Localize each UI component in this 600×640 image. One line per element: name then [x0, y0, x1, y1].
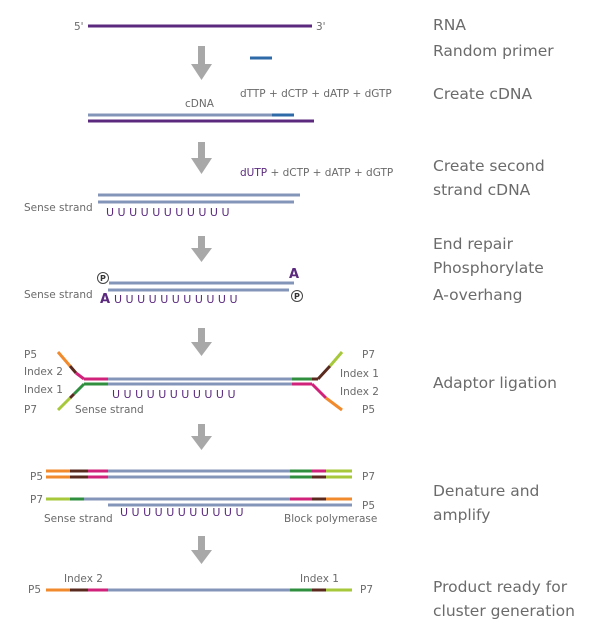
dntp-mix-label: dTTP + dCTP + dATP + dGTP — [240, 88, 392, 100]
p5-label: P5 — [362, 500, 375, 512]
step-second-strand-line1: Create second — [433, 157, 545, 175]
dntp-rest-label: + dCTP + dATP + dGTP — [267, 167, 393, 179]
cdna-label: cDNA — [185, 98, 215, 110]
phosphate-icon: P — [97, 272, 109, 284]
step-end-repair: End repair — [433, 235, 514, 253]
down-arrow-icon — [191, 328, 212, 356]
step-create-cdna: Create cDNA — [433, 85, 532, 103]
sense-strand-label: Sense strand — [44, 513, 113, 525]
sense-strand-label: Sense strand — [75, 404, 144, 416]
linker-segment — [316, 364, 332, 381]
down-arrow-icon — [191, 142, 212, 174]
a-overhang-bottom: A — [100, 292, 110, 307]
p5-label: P5 — [24, 349, 37, 361]
index1-segment — [72, 382, 86, 396]
down-arrow-icon — [191, 236, 212, 262]
sense-strand-label: Sense strand — [24, 202, 93, 214]
down-arrow-icon — [191, 424, 212, 450]
p5-arm-right — [325, 396, 343, 412]
p7-label: P7 — [30, 494, 43, 506]
uracil-marks: U U U U U U U U U U U — [120, 506, 244, 519]
down-arrow-icon — [191, 536, 212, 564]
index2-label: Index 2 — [340, 386, 379, 398]
three-prime-label: 3' — [316, 21, 326, 33]
step-random-primer: Random primer — [433, 42, 554, 60]
dutp-mix-label: dUTP + dCTP + dATP + dGTP — [240, 167, 393, 179]
step-denature-line2: amplify — [433, 506, 490, 524]
p7-label: P7 — [362, 471, 375, 483]
p7-label: P7 — [24, 404, 37, 416]
linker-segment — [68, 392, 76, 400]
step-second-strand-line2: strand cDNA — [433, 181, 531, 199]
step-a-overhang: A-overhang — [433, 286, 522, 304]
p5-arm-left — [56, 351, 72, 367]
step-arrows — [191, 46, 212, 564]
index1-label: Index 1 — [24, 384, 63, 396]
sense-strand-label: Sense strand — [24, 289, 93, 301]
p5-label: P5 — [30, 471, 43, 483]
index1-label: Index 1 — [300, 573, 339, 585]
index2-segment — [310, 382, 328, 400]
down-arrow-icon — [191, 46, 212, 80]
index2-label: Index 2 — [64, 573, 103, 585]
p7-label: P7 — [360, 584, 373, 596]
p7-arm-right — [328, 351, 344, 367]
svg-text:P: P — [294, 292, 300, 301]
index2-segment — [75, 371, 85, 381]
p7-label: P7 — [362, 349, 375, 361]
uracil-marks: U U U U U U U U U U U — [112, 388, 236, 401]
step-rna: RNA — [433, 16, 466, 34]
block-polymerase-label: Block polymerase — [284, 513, 377, 525]
step-phosphorylate: Phosphorylate — [433, 259, 544, 277]
uracil-marks: U U U U U U U U U U U — [114, 293, 238, 306]
five-prime-label: 5' — [74, 21, 84, 33]
p5-label: P5 — [28, 584, 41, 596]
step-product-line2: cluster generation — [433, 602, 575, 620]
p5-label: P5 — [362, 404, 375, 416]
index1-label: Index 1 — [340, 368, 379, 380]
a-overhang-top: A — [289, 267, 299, 282]
step-adaptor-ligation: Adaptor ligation — [433, 374, 557, 392]
step-denature-line1: Denature and — [433, 482, 539, 500]
linker-segment — [68, 365, 78, 374]
index2-label: Index 2 — [24, 366, 63, 378]
step-product-line1: Product ready for — [433, 578, 568, 596]
dutp-label: dUTP — [240, 167, 267, 179]
phosphate-icon: P — [291, 290, 303, 302]
uracil-marks: U U U U U U U U U U U — [106, 206, 230, 219]
svg-text:P: P — [100, 274, 106, 283]
p7-arm-left — [56, 396, 72, 412]
